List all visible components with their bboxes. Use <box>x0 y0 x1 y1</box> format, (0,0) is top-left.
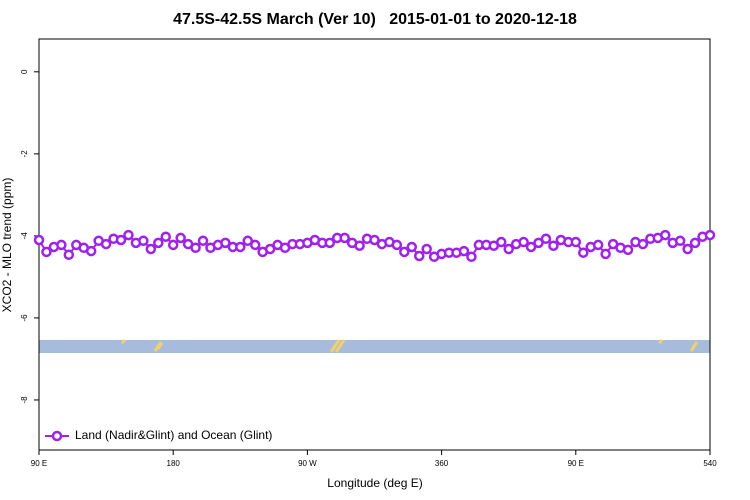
data-point <box>495 236 507 248</box>
data-point <box>413 250 425 262</box>
legend-marker <box>51 430 63 442</box>
data-point <box>682 243 693 255</box>
data-point <box>399 246 410 258</box>
data-point <box>63 249 75 261</box>
data-point <box>153 237 164 249</box>
data-point <box>41 246 52 258</box>
data-point <box>548 240 559 251</box>
data-point <box>123 229 134 241</box>
data-point <box>264 243 276 255</box>
data-point <box>689 237 701 249</box>
data-point <box>525 241 537 253</box>
x-axis-label: Longitude (deg E) <box>327 476 422 490</box>
data-point <box>660 229 671 241</box>
y-tick-label: -8 <box>20 396 29 404</box>
data-point <box>115 234 127 246</box>
data-point <box>242 235 254 247</box>
x-tick-label: 90 W <box>298 459 317 468</box>
ocean-band <box>39 340 710 353</box>
data-point <box>167 239 179 251</box>
data-point <box>339 232 350 244</box>
x-tick-label: 180 <box>167 459 181 468</box>
data-point <box>533 237 544 249</box>
y-tick-label: -2 <box>20 150 29 158</box>
data-point <box>85 245 97 257</box>
data-point <box>637 238 649 250</box>
data-point <box>220 237 231 249</box>
data-point <box>600 248 611 260</box>
data-point <box>175 232 186 244</box>
data-point <box>503 243 514 255</box>
data-point <box>249 239 261 251</box>
data-point <box>704 229 716 241</box>
chart-title: 47.5S-42.5S March (Ver 10) 2015-01-01 to… <box>173 11 577 28</box>
x-tick-label: 360 <box>435 459 449 468</box>
data-point <box>406 241 418 253</box>
data-point <box>466 251 477 263</box>
x-tick-label: 90 E <box>568 459 584 468</box>
data-point <box>578 247 589 258</box>
data-point <box>56 239 67 251</box>
data-point <box>622 244 634 256</box>
data-point <box>518 236 529 248</box>
data-point <box>458 245 470 257</box>
data-point <box>190 242 201 254</box>
data-point <box>421 243 432 255</box>
data-point <box>138 235 149 247</box>
legend-item: Land (Nadir&Glint) and Ocean (Glint) <box>45 428 272 442</box>
data-point <box>540 233 552 245</box>
data-point <box>100 238 112 250</box>
data-point <box>369 234 380 246</box>
y-axis-label: XCO2 - MLO trend (ppm) <box>0 178 14 313</box>
data-point <box>570 236 582 248</box>
y-tick-label: -4 <box>20 232 29 240</box>
data-point <box>324 237 336 249</box>
x-tick-label: 540 <box>703 459 717 468</box>
data-point <box>160 231 171 242</box>
surface-band <box>39 338 710 353</box>
data-point <box>592 239 604 251</box>
data-point <box>33 234 45 246</box>
y-tick-label: 0 <box>20 69 29 74</box>
land-marks <box>120 338 699 353</box>
y-tick-label: -6 <box>20 314 29 322</box>
x-tick-label: 90 E <box>31 459 47 468</box>
data-point <box>197 235 209 247</box>
data-point <box>674 235 686 247</box>
data-point <box>391 239 403 251</box>
data-point <box>235 241 246 253</box>
legend-label: Land (Nadir&Glint) and Ocean (Glint) <box>75 428 272 442</box>
data-point <box>354 240 365 251</box>
data-point <box>145 243 157 255</box>
